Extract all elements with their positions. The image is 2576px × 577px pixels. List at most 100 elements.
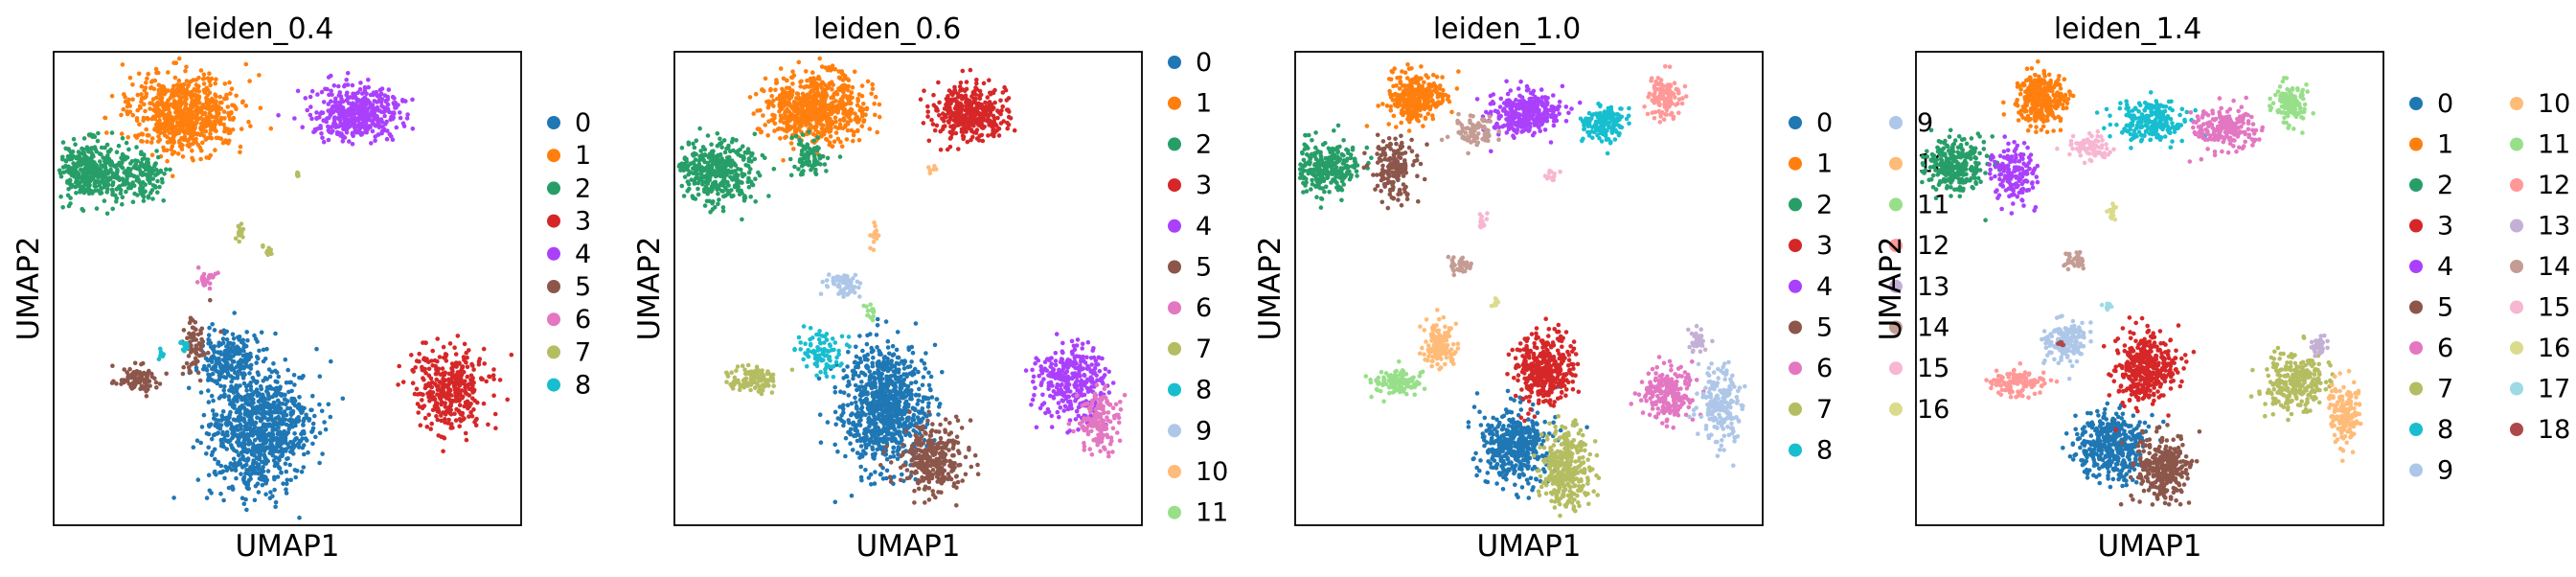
cell-point	[259, 386, 264, 392]
cell-point	[269, 369, 275, 375]
cell-point	[443, 412, 448, 417]
cell-point	[262, 423, 266, 428]
cell-point	[337, 102, 343, 106]
cell-point	[78, 190, 82, 195]
cell-point	[807, 160, 812, 165]
cell-point	[705, 181, 711, 186]
legend-marker	[547, 214, 560, 228]
cell-point	[238, 418, 243, 423]
cell-point	[206, 473, 212, 478]
cell-point	[208, 82, 213, 88]
legend-item: 5	[547, 272, 591, 302]
cell-point	[221, 497, 226, 503]
cell-point	[146, 117, 150, 122]
cell-point	[813, 127, 818, 132]
cell-point	[274, 407, 280, 412]
cell-point	[986, 104, 991, 109]
cell-point	[110, 206, 115, 212]
cell-point	[161, 145, 166, 150]
cell-point	[440, 388, 445, 393]
cell-point	[778, 136, 783, 141]
cell-point	[245, 337, 250, 343]
cell-point	[103, 169, 108, 173]
cell-point	[105, 153, 110, 158]
cell-point	[209, 422, 214, 427]
cell-point	[1000, 90, 1006, 95]
cell-point	[213, 456, 217, 462]
cell-point	[146, 176, 150, 182]
cell-point	[96, 188, 101, 194]
cell-point	[811, 158, 817, 163]
cell-point	[89, 176, 94, 182]
cell-point	[309, 88, 315, 94]
cell-point	[215, 111, 219, 116]
cell-point	[804, 69, 809, 74]
cell-point	[807, 129, 811, 134]
cell-point	[66, 187, 71, 192]
cell-point	[842, 76, 847, 81]
cell-point	[386, 87, 392, 92]
cell-point	[690, 194, 695, 198]
cell-point	[781, 98, 786, 103]
cell-point	[244, 410, 250, 416]
cell-point	[828, 134, 833, 139]
cell-point	[410, 367, 415, 373]
cell-point	[233, 349, 239, 355]
cell-point	[216, 350, 220, 355]
cell-point	[114, 187, 120, 192]
cell-point	[940, 127, 946, 132]
cell-point	[982, 117, 987, 123]
cell-point	[445, 383, 450, 389]
cell-point	[244, 507, 249, 513]
cell-point	[725, 188, 730, 193]
cell-point	[154, 113, 160, 118]
cell-point	[998, 111, 1003, 117]
cell-point	[233, 236, 239, 242]
cell-point	[154, 385, 159, 390]
cell-point	[120, 159, 125, 165]
cell-point	[955, 103, 961, 107]
cell-point	[460, 380, 466, 384]
cell-point	[346, 96, 351, 101]
cell-point	[182, 94, 188, 100]
cell-point	[801, 108, 807, 113]
cell-point	[446, 371, 452, 377]
cell-point	[323, 86, 328, 92]
cell-point	[213, 417, 218, 422]
cell-point	[685, 179, 691, 184]
cell-point	[486, 422, 490, 427]
cell-point	[212, 328, 217, 333]
cell-point	[158, 353, 163, 358]
legend-item: 0	[547, 108, 591, 138]
cell-point	[974, 78, 979, 82]
cell-point	[713, 173, 718, 179]
cell-point	[443, 401, 448, 405]
cell-point	[247, 371, 252, 376]
cell-point	[201, 87, 207, 93]
cell-point	[973, 96, 978, 102]
cell-point	[727, 162, 733, 168]
cell-point	[1007, 109, 1012, 114]
cell-point	[240, 235, 245, 240]
cell-point	[318, 126, 324, 130]
cell-point	[63, 164, 68, 170]
cell-point	[437, 355, 443, 359]
cell-point	[778, 66, 784, 71]
cell-point	[149, 136, 155, 141]
cell-point	[274, 427, 279, 432]
cell-point	[476, 362, 482, 367]
legend-item: 4	[547, 240, 591, 269]
cell-point	[222, 96, 227, 102]
cell-point	[130, 82, 135, 87]
cell-point	[248, 124, 253, 128]
cell-point	[222, 126, 228, 130]
cell-point	[263, 461, 269, 466]
cell-point	[283, 357, 288, 362]
cell-point	[69, 166, 75, 171]
cell-point	[963, 112, 969, 118]
cell-point	[225, 104, 231, 109]
cell-point	[704, 173, 710, 177]
cell-point	[275, 398, 281, 404]
cell-point	[694, 172, 698, 176]
cell-point	[238, 144, 243, 150]
